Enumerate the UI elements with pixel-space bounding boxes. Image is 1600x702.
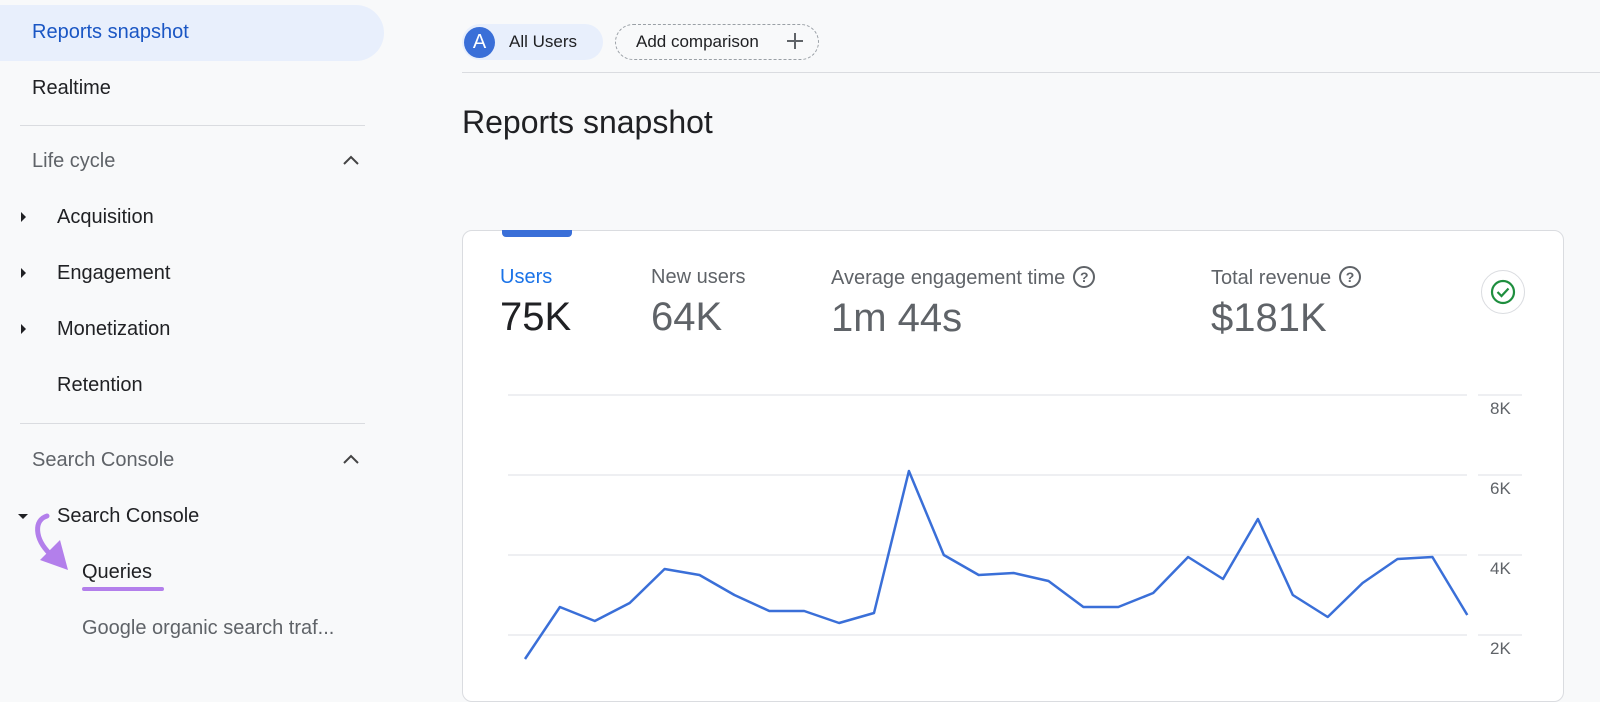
add-comparison-label: Add comparison <box>636 32 759 51</box>
chevron-up-icon[interactable] <box>342 453 360 465</box>
caret-right-icon[interactable] <box>21 212 26 222</box>
help-icon[interactable]: ? <box>1073 266 1096 288</box>
metric-label: Average engagement time <box>831 267 1066 289</box>
plus-icon <box>787 33 803 49</box>
y-tick-label: 6K <box>1490 479 1511 498</box>
metric-label: New users <box>651 266 746 288</box>
highlight-underline <box>82 587 164 591</box>
caret-right-icon[interactable] <box>21 268 26 278</box>
y-tick-label: 2K <box>1490 639 1511 658</box>
chevron-up-icon[interactable] <box>342 154 360 166</box>
sidebar-item-label: Reports snapshot <box>32 21 189 43</box>
metric-value: 1m 44s <box>831 296 963 340</box>
metric-label: Users <box>500 266 553 288</box>
segment-avatar: A <box>464 27 495 58</box>
status-check-button[interactable] <box>1481 270 1525 314</box>
users-line-chart <box>508 394 1522 660</box>
summary-card <box>462 230 1564 702</box>
caret-down-icon[interactable] <box>18 514 28 519</box>
sidebar-item-retention[interactable]: Retention <box>57 374 143 396</box>
caret-right-icon[interactable] <box>21 324 26 334</box>
sidebar-item-engagement[interactable]: Engagement <box>57 262 171 284</box>
y-tick-label: 8K <box>1490 399 1511 418</box>
users-series-line <box>523 469 1469 660</box>
metric-tab-average-engagement-time[interactable]: Average engagement time? 1m 44s <box>831 266 1096 341</box>
metric-label: Total revenue <box>1211 267 1332 289</box>
metric-tab-users[interactable]: Users 75K <box>500 266 571 340</box>
page-title: Reports snapshot <box>462 104 713 140</box>
check-circle-icon <box>1490 279 1516 305</box>
section-search-console[interactable]: Search Console <box>32 449 175 471</box>
help-icon[interactable]: ? <box>1339 266 1362 288</box>
metric-value: $181K <box>1211 296 1327 340</box>
y-tick-label: 4K <box>1490 559 1511 578</box>
metric-value: 75K <box>500 295 572 339</box>
divider <box>20 125 365 126</box>
sidebar-item-google-organic-search-traffic[interactable]: Google organic search traf... <box>82 617 335 639</box>
active-tab-indicator <box>502 230 572 237</box>
segment-label: All Users <box>509 32 578 51</box>
sidebar-item-acquisition[interactable]: Acquisition <box>57 206 154 228</box>
sidebar-item-reports-snapshot[interactable] <box>0 5 384 61</box>
divider <box>20 423 365 424</box>
section-life-cycle[interactable]: Life cycle <box>32 150 116 172</box>
add-comparison-button[interactable] <box>615 24 819 60</box>
metric-tab-new-users[interactable]: New users 64K <box>651 266 745 340</box>
arrow-annotation-icon <box>35 513 68 570</box>
sidebar-item-realtime[interactable]: Realtime <box>32 77 111 99</box>
header-divider <box>462 72 1600 73</box>
metric-tab-total-revenue[interactable]: Total revenue? $181K <box>1211 266 1362 341</box>
sidebar-item-monetization[interactable]: Monetization <box>57 318 171 340</box>
metric-value: 64K <box>651 295 723 339</box>
sidebar-item-search-console[interactable]: Search Console <box>57 505 200 527</box>
sidebar-item-queries[interactable]: Queries <box>82 561 153 583</box>
